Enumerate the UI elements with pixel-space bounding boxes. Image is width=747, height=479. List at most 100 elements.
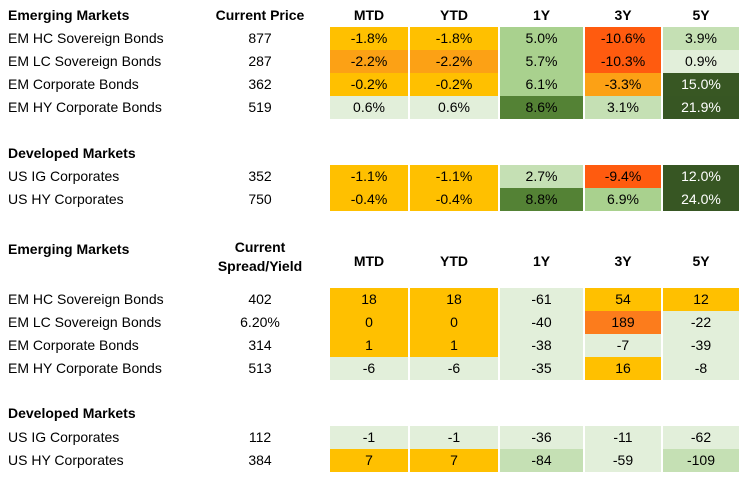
heatmap-cell: -8 xyxy=(663,357,739,380)
heatmap-cell: -2.2% xyxy=(330,50,408,73)
column-header: 1Y xyxy=(532,7,551,23)
row-label: EM LC Sovereign Bonds xyxy=(8,314,162,330)
heatmap-cell: 18 xyxy=(410,288,498,311)
heatmap-cell: 8.8% xyxy=(500,188,583,211)
value-header-line1: Current xyxy=(234,239,286,255)
column-header: 3Y xyxy=(614,253,632,269)
heatmap-cell: 1 xyxy=(330,334,408,357)
value-header-line2: Spread/Yield xyxy=(217,258,303,274)
current-value: 112 xyxy=(248,429,272,445)
heatmap-cell: 2.7% xyxy=(500,165,583,188)
heatmap-cell: -6 xyxy=(410,357,498,380)
heatmap-cell: 12 xyxy=(663,288,739,311)
heatmap-cell: 24.0% xyxy=(663,188,739,211)
current-value: 513 xyxy=(248,360,272,376)
heatmap-cell: -109 xyxy=(663,449,739,472)
heatmap-cell: -61 xyxy=(500,288,583,311)
row-label: US HY Corporates xyxy=(8,191,124,207)
heatmap-cell: 0 xyxy=(410,311,498,334)
column-header: 3Y xyxy=(614,7,632,23)
heatmap-cell: 21.9% xyxy=(663,96,739,119)
heatmap-cell: 6.1% xyxy=(500,73,583,96)
heatmap-cell: 189 xyxy=(585,311,661,334)
current-value: 362 xyxy=(248,76,272,92)
current-value: 314 xyxy=(248,337,272,353)
heatmap-cell: 0.9% xyxy=(663,50,739,73)
heatmap-cell: 7 xyxy=(330,449,408,472)
heatmap-cell: -9.4% xyxy=(585,165,661,188)
heatmap-cell: -10.3% xyxy=(585,50,661,73)
heatmap-cell: -10.6% xyxy=(585,27,661,50)
heatmap-cell: -0.2% xyxy=(330,73,408,96)
row-label: US HY Corporates xyxy=(8,452,124,468)
heatmap-cell: -11 xyxy=(585,426,661,449)
section-title: Developed Markets xyxy=(8,145,136,161)
section-title: Developed Markets xyxy=(8,405,136,421)
row-label: EM HY Corporate Bonds xyxy=(8,99,162,115)
heatmap-cell: -0.4% xyxy=(410,188,498,211)
current-value: 6.20% xyxy=(240,314,280,330)
heatmap-cell: 18 xyxy=(330,288,408,311)
heatmap-cell: -84 xyxy=(500,449,583,472)
heatmap-cell: -38 xyxy=(500,334,583,357)
heatmap-cell: 7 xyxy=(410,449,498,472)
heatmap-cell: 1 xyxy=(410,334,498,357)
heatmap-cell: 5.7% xyxy=(500,50,583,73)
heatmap-cell: -1 xyxy=(410,426,498,449)
column-header: MTD xyxy=(353,7,385,23)
heatmap-cell: 3.1% xyxy=(585,96,661,119)
heatmap-cell: -0.4% xyxy=(330,188,408,211)
section-title: Emerging Markets xyxy=(8,7,130,23)
heatmap-cell: 0.6% xyxy=(410,96,498,119)
current-value: 750 xyxy=(248,191,272,207)
row-label: US IG Corporates xyxy=(8,429,120,445)
heatmap-cell: 15.0% xyxy=(663,73,739,96)
heatmap-cell: 0 xyxy=(330,311,408,334)
current-value: 877 xyxy=(248,30,272,46)
column-header: YTD xyxy=(440,7,468,23)
column-header: 5Y xyxy=(692,253,710,269)
section-title: Emerging Markets xyxy=(8,241,130,257)
heatmap-cell: 16 xyxy=(585,357,661,380)
heatmap-cell: 5.0% xyxy=(500,27,583,50)
heatmap-cell: -1.1% xyxy=(410,165,498,188)
row-label: EM HC Sovereign Bonds xyxy=(8,30,164,46)
heatmap-cell: -1.8% xyxy=(330,27,408,50)
row-label: EM HY Corporate Bonds xyxy=(8,360,162,376)
heatmap-cell: 0.6% xyxy=(330,96,408,119)
row-label: EM Corporate Bonds xyxy=(8,76,139,92)
heatmap-cell: -0.2% xyxy=(410,73,498,96)
current-value: 287 xyxy=(248,53,272,69)
heatmap-cell: -1 xyxy=(330,426,408,449)
heatmap-cell: -1.8% xyxy=(410,27,498,50)
column-header: 5Y xyxy=(692,7,710,23)
heatmap-cell: -36 xyxy=(500,426,583,449)
row-label: EM LC Sovereign Bonds xyxy=(8,53,162,69)
heatmap-cell: -62 xyxy=(663,426,739,449)
heatmap-cell: 54 xyxy=(585,288,661,311)
heatmap-cell: -22 xyxy=(663,311,739,334)
current-value: 384 xyxy=(248,452,272,468)
heatmap-cell: 8.6% xyxy=(500,96,583,119)
row-label: US IG Corporates xyxy=(8,168,120,184)
heatmap-cell: 6.9% xyxy=(585,188,661,211)
heatmap-cell: -35 xyxy=(500,357,583,380)
current-value: 402 xyxy=(248,291,272,307)
column-header: MTD xyxy=(353,253,385,269)
heatmap-cell: -59 xyxy=(585,449,661,472)
heatmap-cell: -40 xyxy=(500,311,583,334)
value-column-header: Current Price xyxy=(215,7,305,23)
heatmap-cell: -2.2% xyxy=(410,50,498,73)
heatmap-cell: -3.3% xyxy=(585,73,661,96)
row-label: EM Corporate Bonds xyxy=(8,337,139,353)
heatmap-cell: -39 xyxy=(663,334,739,357)
heatmap-cell: -7 xyxy=(585,334,661,357)
heatmap-cell: -6 xyxy=(330,357,408,380)
heatmap-cell: 12.0% xyxy=(663,165,739,188)
heatmap-cell: -1.1% xyxy=(330,165,408,188)
heatmap-cell: 3.9% xyxy=(663,27,739,50)
column-header: 1Y xyxy=(532,253,551,269)
column-header: YTD xyxy=(440,253,468,269)
row-label: EM HC Sovereign Bonds xyxy=(8,291,164,307)
